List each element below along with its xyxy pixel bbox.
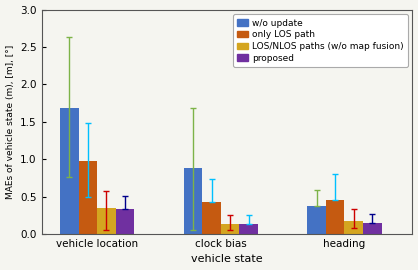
Bar (184, 168, 202, 234)
Bar (97, 208, 116, 234)
Bar (221, 224, 240, 234)
Bar (326, 200, 344, 234)
Bar (116, 209, 134, 234)
Bar (363, 223, 382, 234)
Bar (60, 108, 79, 234)
Bar (344, 221, 363, 234)
Bar (240, 224, 258, 234)
Bar (202, 202, 221, 234)
Y-axis label: MAEs of vehicle state (m), [m], [°]: MAEs of vehicle state (m), [m], [°] (5, 45, 15, 199)
Legend: w/o update, only LOS path, LOS/NLOS paths (w/o map fusion), proposed: w/o update, only LOS path, LOS/NLOS path… (233, 14, 408, 67)
X-axis label: vehicle state: vehicle state (191, 254, 263, 264)
Bar (79, 161, 97, 234)
Bar (307, 206, 326, 234)
